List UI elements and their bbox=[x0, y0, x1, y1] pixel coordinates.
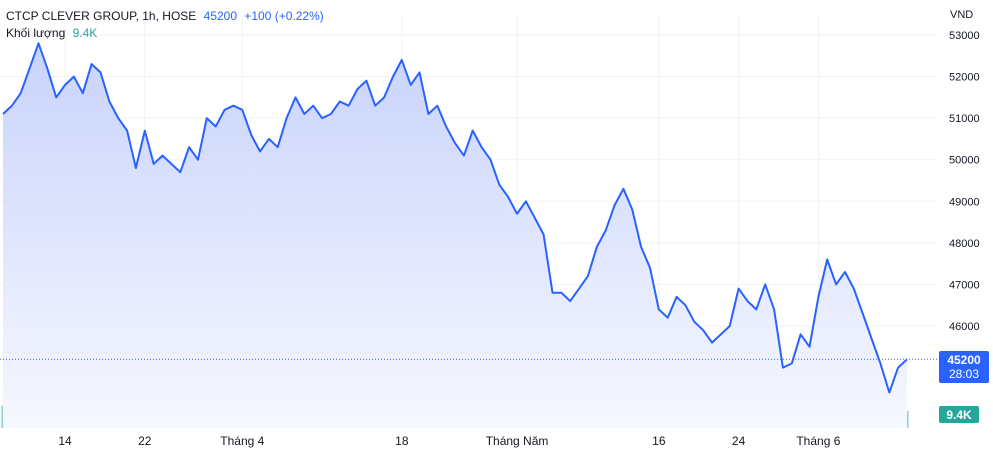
legend-change: +100 (+0.22%) bbox=[244, 9, 324, 23]
x-tick-label: 16 bbox=[652, 434, 666, 448]
y-axis: 46000 47000 48000 49000 50000 51000 52000 53000 bbox=[949, 30, 980, 333]
x-tick-label: 24 bbox=[732, 434, 746, 448]
x-tick-label: Tháng 4 bbox=[220, 434, 264, 448]
currency-label[interactable]: VND bbox=[950, 9, 974, 21]
price-badge-value: 45200 bbox=[947, 353, 981, 367]
legend-volume-value: 9.4K bbox=[72, 26, 98, 40]
x-tick-label: 22 bbox=[138, 434, 152, 448]
volume-badge bbox=[939, 406, 979, 423]
x-tick-label: 14 bbox=[58, 434, 72, 448]
y-tick-label: 46000 bbox=[949, 321, 980, 333]
axis-badges: 45200 28:03 9.4K bbox=[939, 351, 989, 423]
price-line[interactable] bbox=[2, 42, 908, 394]
chart-legend: CTCP CLEVER GROUP, 1h, HOSE 45200 +100 (… bbox=[6, 8, 324, 42]
y-tick-label: 47000 bbox=[949, 279, 980, 291]
legend-last-price: 45200 bbox=[203, 9, 238, 23]
price-badge bbox=[939, 351, 989, 383]
x-axis: 14 22 Tháng 4 18 Tháng Năm 16 24 Tháng 6 bbox=[58, 434, 840, 448]
y-tick-label: 51000 bbox=[949, 113, 980, 125]
legend-volume-label[interactable]: Khối lượng bbox=[6, 26, 66, 40]
price-area bbox=[3, 43, 907, 429]
y-tick-label: 53000 bbox=[949, 30, 980, 42]
price-badge-countdown: 28:03 bbox=[949, 367, 979, 381]
legend-volume-row: Khối lượng 9.4K bbox=[6, 25, 324, 42]
x-tick-label: Tháng Năm bbox=[486, 434, 549, 448]
x-tick-label: Tháng 6 bbox=[796, 434, 840, 448]
price-line-group bbox=[0, 42, 937, 394]
x-tick-label: 18 bbox=[395, 434, 409, 448]
y-tick-label: 52000 bbox=[949, 72, 980, 84]
legend-symbol[interactable]: CTCP CLEVER GROUP, 1h, HOSE bbox=[6, 9, 197, 23]
price-area-fill bbox=[3, 43, 907, 429]
y-tick-label: 49000 bbox=[949, 196, 980, 208]
volume-badge-value: 9.4K bbox=[946, 408, 972, 422]
y-tick-label: 50000 bbox=[949, 155, 980, 167]
legend-main-row: CTCP CLEVER GROUP, 1h, HOSE 45200 +100 (… bbox=[6, 8, 324, 25]
y-tick-label: 48000 bbox=[949, 238, 980, 250]
